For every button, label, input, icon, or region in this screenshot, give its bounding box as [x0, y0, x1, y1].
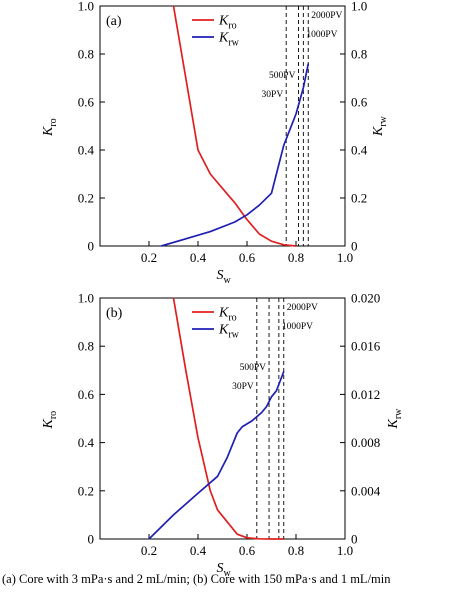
legend-label-kro: Kro: [218, 14, 237, 32]
y-right-tick-label: 0.4: [351, 143, 368, 158]
y-left-tick-label: 0: [88, 239, 95, 254]
y-right-tick-label: 0: [351, 239, 358, 254]
series-line-krw: [148, 371, 285, 540]
y-right-tick-label: 0.6: [351, 95, 368, 110]
y-left-tick-label: 0.2: [78, 483, 94, 498]
y-right-axis-label: Krw: [371, 115, 389, 137]
panel-label: (b): [106, 306, 123, 321]
y-left-axis-label: Kro: [41, 411, 59, 430]
injection-marker-label: 2000PV: [287, 303, 318, 313]
y-right-tick-label: 0.8: [351, 47, 367, 62]
x-tick-label: 0.6: [239, 250, 256, 265]
y-left-tick-label: 0.4: [78, 143, 95, 158]
y-right-tick-label: 0.016: [351, 339, 381, 354]
y-left-tick-label: 0.6: [78, 387, 95, 402]
x-tick-label: 0.2: [141, 543, 157, 558]
plot-frame: [99, 297, 346, 540]
x-tick-label: 0.4: [190, 250, 207, 265]
plot-frame: [99, 5, 346, 247]
x-tick-label: 0.8: [288, 543, 304, 558]
series-line-krw: [161, 63, 310, 247]
x-tick-label: 0.8: [288, 250, 304, 265]
y-right-tick-label: 0: [351, 532, 358, 547]
series-line-kro: [172, 5, 297, 247]
x-axis-label: Sw: [217, 561, 232, 579]
chart-panel-2: 0.2 0.4 0.6 0.8 1.000.20.40.60.81.000.0040.0…: [41, 291, 404, 580]
y-left-tick-label: 0.8: [78, 339, 94, 354]
y-right-tick-label: 0.2: [351, 191, 367, 206]
y-right-axis-label: Krw: [386, 408, 404, 430]
y-left-tick-label: 0: [88, 532, 95, 547]
x-tick-label: 0.6: [239, 543, 256, 558]
chart-panel-1: 0.2 0.4 0.6 0.8 1.000.20.40.60.81.000.20.40.…: [41, 0, 389, 286]
y-left-tick-label: 0.6: [78, 95, 95, 110]
x-tick-label: 0.2: [141, 250, 157, 265]
legend-label-kro: Kro: [218, 306, 237, 324]
legend-label-krw: Krw: [218, 323, 240, 341]
y-right-tick-label: 1.0: [351, 0, 367, 14]
injection-marker-label: 2000PV: [311, 11, 342, 21]
x-tick-label: 0.4: [190, 543, 207, 558]
panel-label: (a): [106, 14, 122, 29]
injection-marker-label: 1000PV: [306, 30, 337, 40]
injection-marker-label: 30PV: [262, 90, 284, 100]
series-line-kro: [172, 297, 284, 540]
y-right-tick-label: 0.008: [351, 435, 380, 450]
x-tick-label: 1.0: [337, 250, 353, 265]
figure-caption: (a) Core with 3 mPa·s and 2 mL/min; (b) …: [2, 572, 391, 586]
injection-marker-label: 30PV: [232, 382, 254, 392]
y-left-tick-label: 0.4: [78, 435, 95, 450]
legend-label-krw: Krw: [218, 31, 240, 49]
y-left-axis-label: Kro: [41, 118, 59, 137]
y-right-tick-label: 0.020: [351, 291, 380, 306]
x-axis-label: Sw: [217, 268, 232, 286]
x-tick-label: 1.0: [337, 543, 353, 558]
y-left-tick-label: 0.2: [78, 191, 94, 206]
y-right-tick-label: 0.004: [351, 483, 381, 498]
y-left-tick-label: 0.8: [78, 47, 94, 62]
injection-marker-label: 500PV: [240, 363, 267, 373]
y-right-tick-label: 0.012: [351, 387, 380, 402]
injection-marker-label: 500PV: [269, 71, 296, 81]
y-left-tick-label: 1.0: [78, 291, 94, 306]
injection-marker-label: 1000PV: [282, 322, 313, 332]
y-left-tick-label: 1.0: [78, 0, 94, 14]
